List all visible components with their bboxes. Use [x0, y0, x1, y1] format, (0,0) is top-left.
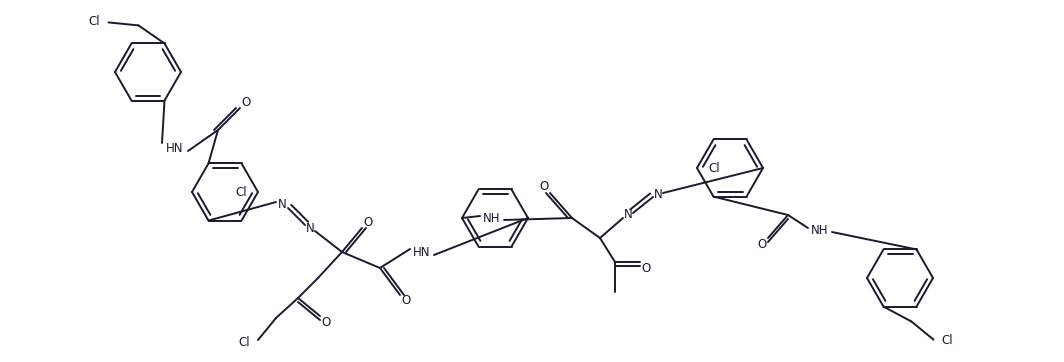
Text: O: O [642, 261, 650, 274]
Text: NH: NH [811, 223, 829, 236]
Text: Cl: Cl [88, 15, 100, 28]
Text: N: N [653, 189, 663, 202]
Text: O: O [364, 215, 372, 228]
Text: Cl: Cl [238, 336, 250, 349]
Text: Cl: Cl [235, 185, 247, 198]
Text: N: N [624, 209, 632, 222]
Text: O: O [321, 316, 331, 328]
Text: HN: HN [166, 142, 184, 155]
Text: O: O [242, 96, 251, 109]
Text: O: O [758, 237, 767, 251]
Text: N: N [278, 198, 286, 211]
Text: O: O [401, 294, 411, 307]
Text: NH: NH [483, 211, 501, 224]
Text: O: O [539, 181, 549, 194]
Text: HN: HN [413, 245, 431, 258]
Text: Cl: Cl [709, 161, 720, 174]
Text: N: N [305, 222, 314, 235]
Text: Cl: Cl [942, 334, 953, 347]
